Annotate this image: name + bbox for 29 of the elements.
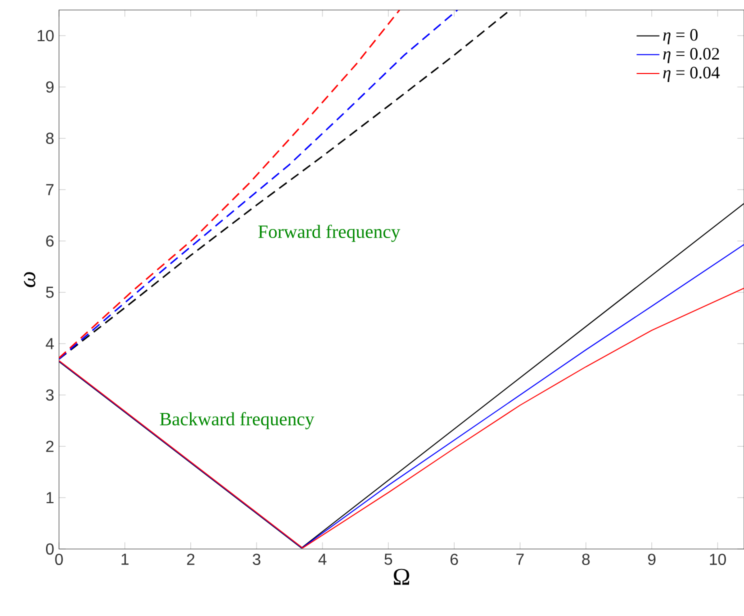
- y-tick-label: 6: [46, 235, 54, 247]
- x-tick-label: 6: [450, 554, 458, 566]
- x-tick-label: 7: [516, 554, 524, 565]
- y-tick-label: 0: [46, 543, 54, 555]
- y-tick-label: 8: [46, 132, 54, 144]
- legend-label: η = 0: [663, 29, 698, 44]
- x-tick-label: 2: [187, 554, 194, 565]
- x-tick-label: 3: [252, 554, 260, 566]
- x-tick-label: 9: [648, 554, 656, 566]
- y-axis-title: ω: [24, 272, 36, 288]
- legend-label: η = 0.02: [663, 48, 719, 64]
- x-axis-title: Ω: [394, 568, 410, 585]
- y-tick-label: 3: [46, 389, 54, 401]
- y-tick-label: 2: [46, 440, 54, 452]
- annotation: Forward frequency: [258, 224, 400, 242]
- x-tick-label: 0: [55, 554, 63, 566]
- y-tick-label: 10: [38, 30, 54, 42]
- x-tick-label: 1: [122, 554, 129, 565]
- legend-label: η = 0.04: [663, 66, 720, 82]
- y-tick-label: 7: [46, 184, 54, 196]
- x-tick-label: 4: [318, 554, 326, 565]
- y-tick-label: 9: [46, 81, 54, 93]
- annotation: Backward frequency: [160, 412, 314, 430]
- y-tick-label: 1: [46, 492, 54, 504]
- x-tick-label: 5: [384, 554, 392, 565]
- y-tick-label: 5: [46, 286, 54, 298]
- y-tick-label: 4: [46, 338, 54, 350]
- x-tick-label: 8: [582, 554, 590, 566]
- x-tick-label: 10: [710, 554, 726, 566]
